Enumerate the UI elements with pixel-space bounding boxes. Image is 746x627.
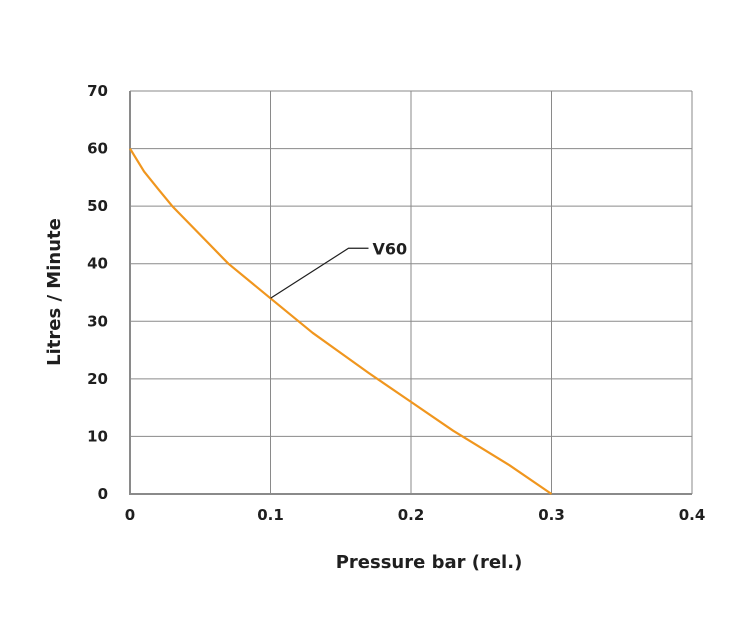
series-label-v60: V60 bbox=[373, 239, 408, 258]
annotation-layer: V60 bbox=[270, 239, 408, 299]
y-tick-label: 70 bbox=[87, 82, 108, 100]
y-tick-label: 0 bbox=[98, 485, 108, 503]
y-tick-label: 20 bbox=[87, 370, 108, 388]
x-axis-title: Pressure bar (rel.) bbox=[336, 552, 523, 573]
x-tick-label: 0.2 bbox=[398, 506, 425, 524]
y-tick-label: 40 bbox=[87, 255, 108, 273]
y-tick-label: 60 bbox=[87, 140, 108, 158]
axes bbox=[129, 91, 692, 495]
y-tick-label: 30 bbox=[87, 312, 108, 330]
y-tick-label: 50 bbox=[87, 197, 108, 215]
x-tick-label: 0.4 bbox=[679, 506, 706, 524]
tick-labels: 0 10 20 30 40 50 60 70 0 0.1 0.2 0.3 0.4 bbox=[87, 82, 705, 524]
y-axis-title: Litres / Minute bbox=[44, 218, 65, 366]
x-tick-label: 0 bbox=[125, 506, 135, 524]
x-tick-label: 0.3 bbox=[538, 506, 565, 524]
series-line-v60 bbox=[129, 148, 553, 495]
y-tick-label: 10 bbox=[87, 427, 108, 445]
grid bbox=[130, 90, 693, 494]
series-layer bbox=[129, 148, 553, 495]
annotation-leader-line bbox=[270, 247, 369, 299]
x-tick-label: 0.1 bbox=[257, 506, 284, 524]
